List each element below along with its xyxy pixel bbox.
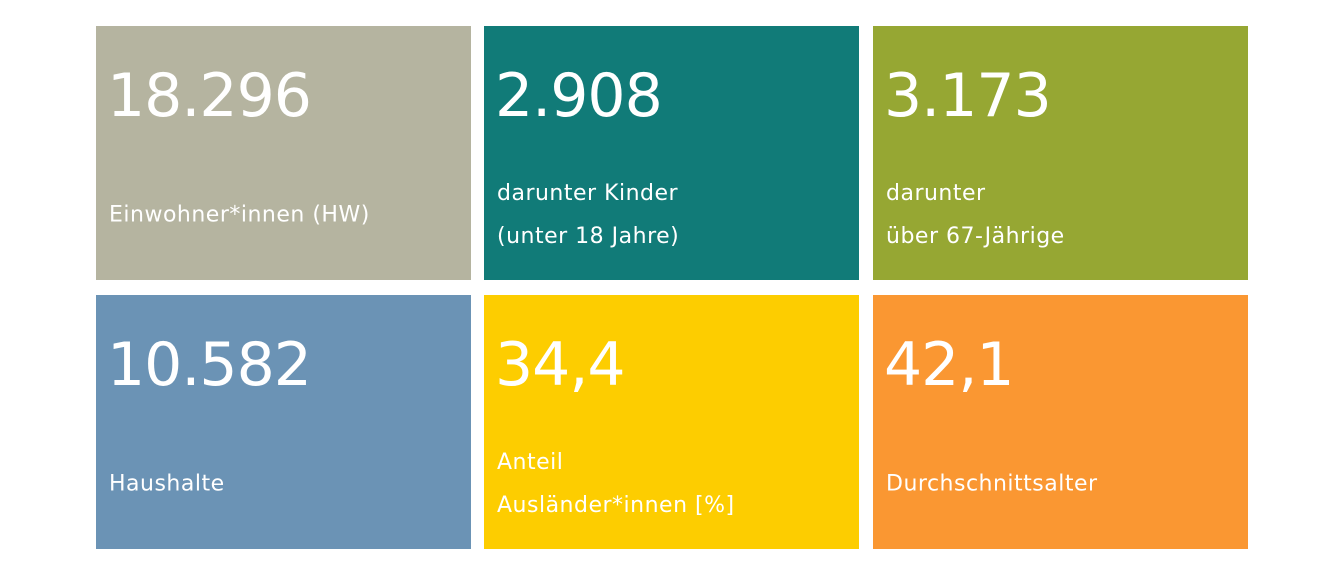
stat-tile: 42,1 Durchschnittsalter xyxy=(873,295,1248,549)
label-line: Haushalte xyxy=(109,471,225,497)
stat-value: 34,4 xyxy=(495,330,626,400)
stat-tile: 2.908 darunter Kinder (unter 18 Jahre) xyxy=(484,26,859,280)
stat-label: Anteil Ausländer*innen [%] xyxy=(497,441,735,527)
stat-value: 3.173 xyxy=(884,61,1052,131)
label-line: Einwohner*innen (HW) xyxy=(109,202,370,228)
stat-tile: 3.173 darunter über 67-Jährige xyxy=(873,26,1248,280)
stat-label: darunter über 67-Jährige xyxy=(886,172,1065,258)
stat-label: Einwohner*innen (HW) xyxy=(109,194,370,237)
stat-tile: 34,4 Anteil Ausländer*innen [%] xyxy=(484,295,859,549)
label-line: über 67-Jährige xyxy=(886,224,1065,249)
label-line: Anteil xyxy=(497,450,564,475)
stat-value: 10.582 xyxy=(107,330,312,400)
stat-label: darunter Kinder (unter 18 Jahre) xyxy=(497,172,679,258)
label-line: darunter xyxy=(886,181,986,206)
label-line: (unter 18 Jahre) xyxy=(497,224,680,249)
stat-value: 2.908 xyxy=(495,61,663,131)
label-line: Ausländer*innen [%] xyxy=(497,493,735,518)
stat-value: 18.296 xyxy=(107,61,312,131)
stat-tile: 10.582 Haushalte xyxy=(96,295,471,549)
label-line: Durchschnittsalter xyxy=(886,471,1098,497)
stat-label: Haushalte xyxy=(109,463,225,506)
stat-tile: 18.296 Einwohner*innen (HW) xyxy=(96,26,471,280)
label-line: darunter Kinder xyxy=(497,181,679,206)
stat-label: Durchschnittsalter xyxy=(886,463,1098,506)
stat-value: 42,1 xyxy=(884,330,1015,400)
